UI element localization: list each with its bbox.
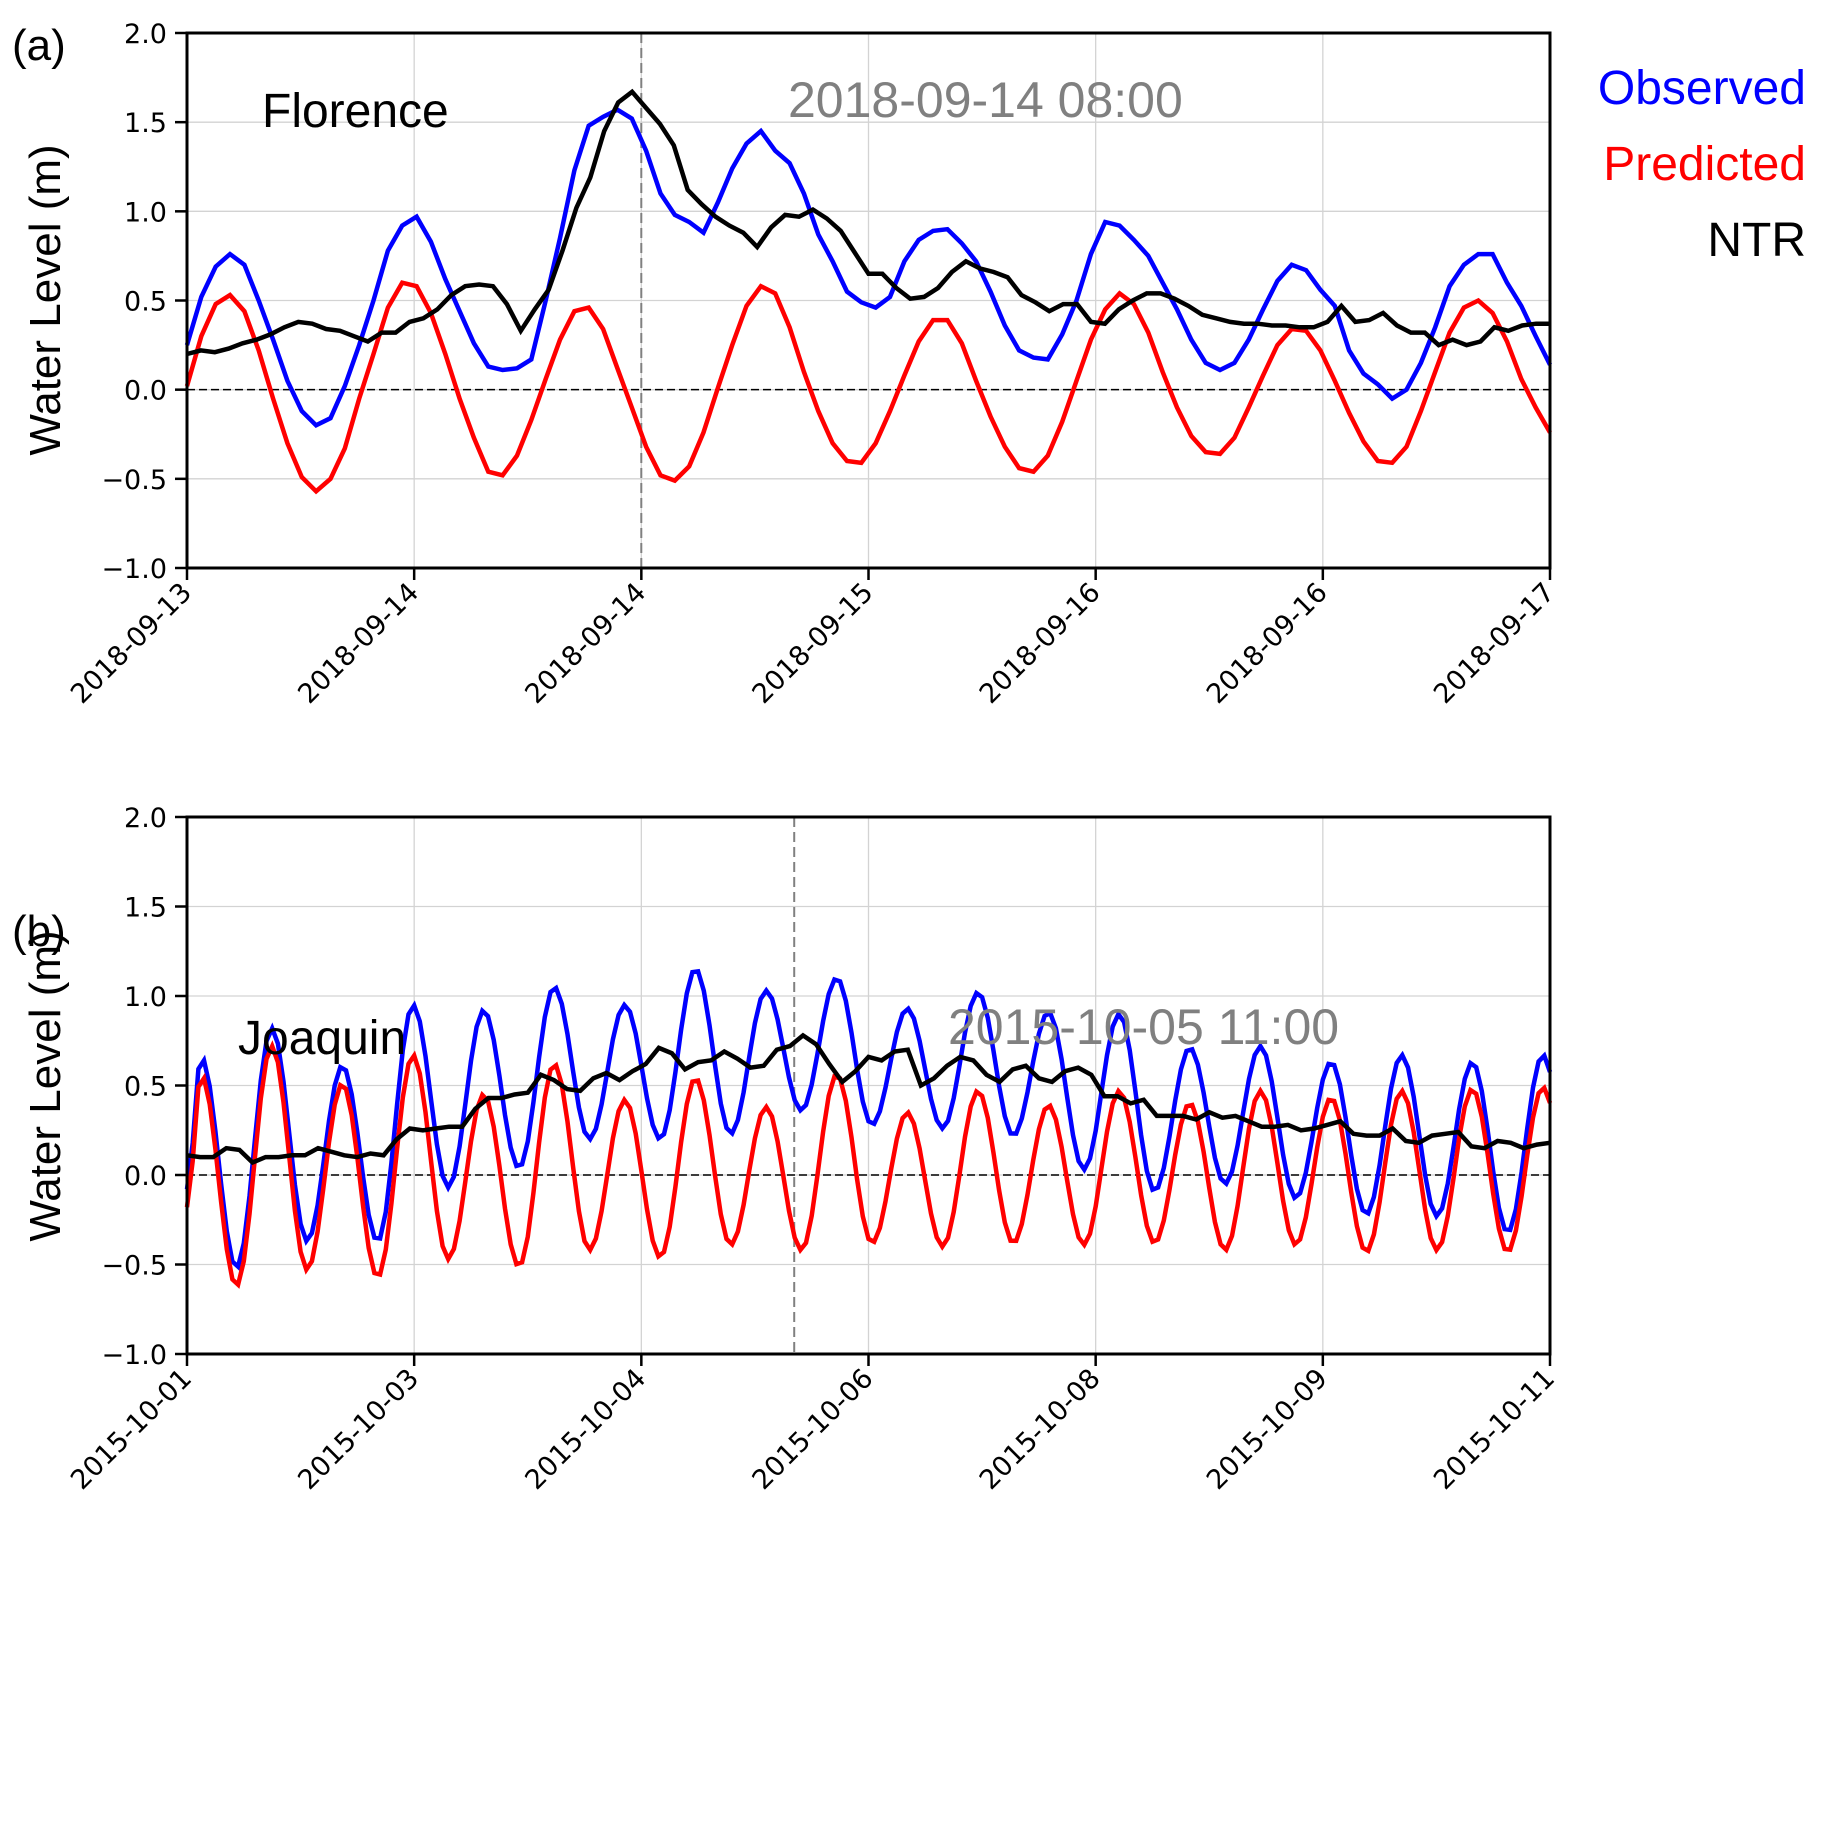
y-tick-label: 2.0 bbox=[124, 803, 167, 834]
grid bbox=[186, 816, 1551, 1355]
y-tick-label: 1.0 bbox=[124, 197, 167, 228]
x-tick-label: 2018-09-16 bbox=[974, 577, 1107, 710]
x-tick-label: 2018-09-14 bbox=[519, 577, 652, 710]
y-axis-label: Water Level (m) bbox=[21, 930, 70, 1241]
y-tick-label: 1.0 bbox=[124, 982, 167, 1013]
event-time-annotation: 2015-10-05 11:00 bbox=[948, 999, 1339, 1055]
y-axis-label: Water Level (m) bbox=[21, 144, 70, 455]
series-line-ntr bbox=[186, 88, 1550, 357]
y-ticks: −1.0 −0.5 0.0 0.5 1.0 1.5 2.0 bbox=[101, 803, 187, 1371]
storm-name-label: Florence bbox=[262, 85, 449, 138]
y-tick-label: 1.5 bbox=[124, 108, 167, 139]
storm-name-label: Joaquin bbox=[238, 1012, 406, 1065]
y-tick-label: 2.0 bbox=[124, 19, 167, 50]
x-tick-label: 2018-09-15 bbox=[747, 577, 880, 710]
y-tick-label: −0.5 bbox=[101, 1251, 167, 1282]
x-tick-label: 2015-10-03 bbox=[292, 1363, 425, 1496]
y-tick-label: 1.5 bbox=[124, 893, 167, 924]
x-tick-label: 2015-10-11 bbox=[1428, 1363, 1561, 1496]
series-group bbox=[184, 88, 1553, 495]
panel-label: (a) bbox=[12, 21, 66, 70]
series-line-predicted bbox=[184, 280, 1552, 495]
x-tick-label: 2015-10-08 bbox=[974, 1363, 1107, 1496]
x-tick-label: 2015-10-04 bbox=[519, 1363, 652, 1496]
y-ticks: −1.0 −0.5 0.0 0.5 1.0 1.5 2.0 bbox=[101, 19, 187, 585]
series-line-observed bbox=[184, 968, 1553, 1271]
x-ticks: 2018-09-13 2018-09-14 2018-09-14 2018-09-15… bbox=[65, 568, 1561, 710]
x-tick-label: 2015-10-09 bbox=[1201, 1363, 1334, 1496]
series-line-ntr bbox=[186, 1032, 1551, 1166]
panel-joaquin: (b) Water Level (m) −1.0 −0.5 0.0 0.5 1.0 1.5… bbox=[12, 803, 1561, 1496]
y-tick-label: −0.5 bbox=[101, 465, 167, 496]
panel-florence: (a) Water Level (m) −1.0 −0.5 0.0 0.5 1.0 1.5… bbox=[12, 19, 1806, 710]
y-tick-label: 0.0 bbox=[124, 376, 167, 407]
y-tick-label: −1.0 bbox=[101, 554, 167, 585]
x-tick-label: 2015-10-01 bbox=[65, 1363, 198, 1496]
series-line-observed bbox=[184, 107, 1553, 429]
x-tick-label: 2015-10-06 bbox=[747, 1363, 880, 1496]
x-tick-label: 2018-09-16 bbox=[1201, 577, 1334, 710]
x-ticks: 2015-10-01 2015-10-03 2015-10-04 2015-10-06… bbox=[65, 1354, 1561, 1496]
x-tick-label: 2018-09-13 bbox=[65, 577, 198, 710]
series-line-predicted bbox=[184, 1040, 1553, 1289]
legend-predicted: Predicted bbox=[1603, 138, 1806, 191]
series-group bbox=[184, 968, 1553, 1289]
y-tick-label: −1.0 bbox=[101, 1340, 167, 1371]
panel-label: (b) bbox=[12, 907, 66, 956]
event-time-annotation: 2018-09-14 08:00 bbox=[788, 72, 1183, 128]
y-tick-label: 0.5 bbox=[124, 1072, 167, 1103]
y-tick-label: 0.5 bbox=[124, 287, 167, 318]
x-tick-label: 2018-09-14 bbox=[292, 577, 425, 710]
y-tick-label: 0.0 bbox=[124, 1161, 167, 1192]
x-tick-label: 2018-09-17 bbox=[1428, 577, 1561, 710]
legend-observed: Observed bbox=[1598, 62, 1806, 115]
legend-ntr: NTR bbox=[1707, 214, 1806, 267]
